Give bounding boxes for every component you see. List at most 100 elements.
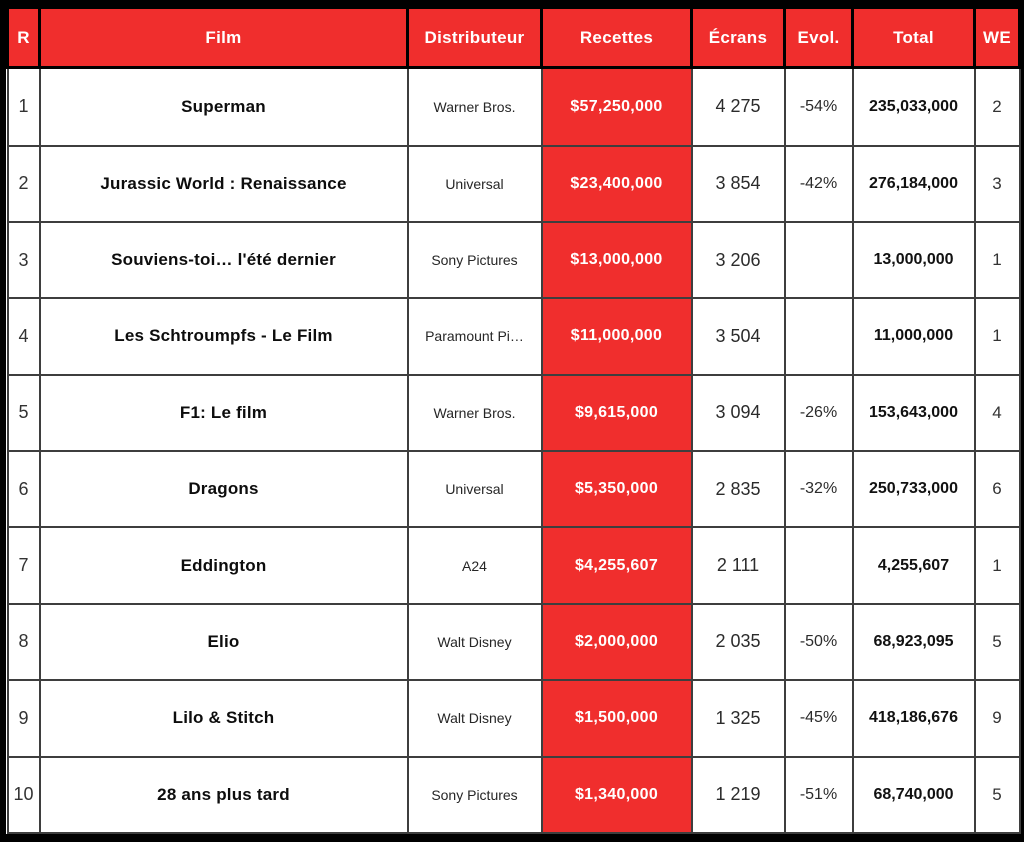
column-header-distributor: Distributeur (406, 6, 543, 69)
cell-film: Lilo & Stitch (38, 679, 409, 758)
cell-receipts: $23,400,000 (540, 144, 693, 223)
cell-weekend: 1 (973, 297, 1021, 376)
cell-evolution: -51% (783, 755, 854, 835)
cell-rank: 2 (6, 144, 41, 223)
cell-distributor: Walt Disney (406, 679, 543, 758)
cell-evolution: -42% (783, 144, 854, 223)
table-row: 5 F1: Le film Warner Bros. $9,615,000 3 094-… (6, 373, 1021, 453)
cell-screens: 2 835 (690, 450, 786, 529)
cell-distributor: Warner Bros. (406, 66, 543, 147)
cell-total: 250,733,000 (851, 450, 976, 529)
cell-receipts: $1,340,000 (540, 755, 693, 835)
cell-weekend: 1 (973, 526, 1021, 605)
table-row: 1 Superman Warner Bros. $57,250,000 4 275 -54… (6, 66, 1021, 147)
table-row: 6 Dragons Universal $5,350,000 2 835 -32% 250,… (6, 450, 1021, 529)
cell-evolution: -50% (783, 602, 854, 682)
cell-rank: 10 (6, 755, 41, 835)
cell-distributor: Sony Pictures (406, 220, 543, 300)
cell-distributor: Universal (406, 450, 543, 529)
cell-weekend: 9 (973, 679, 1021, 758)
cell-evolution: -54% (783, 66, 854, 147)
column-header-film: Film (38, 6, 409, 69)
cell-weekend: 5 (973, 755, 1021, 835)
cell-film: F1: Le film (38, 373, 409, 453)
cell-distributor: Universal (406, 144, 543, 223)
cell-weekend: 3 (973, 144, 1021, 223)
cell-rank: 9 (6, 679, 41, 758)
cell-total: 13,000,000 (851, 220, 976, 300)
column-header-evolution: Evol. (783, 6, 854, 69)
cell-film: 28 ans plus tard (38, 755, 409, 835)
cell-film: Eddington (38, 526, 409, 605)
cell-rank: 4 (6, 297, 41, 376)
box-office-table: R Film Distributeur Recettes Écrans Evol. Tota… (6, 6, 1021, 835)
cell-evolution: -26% (783, 373, 854, 453)
cell-total: 68,740,000 (851, 755, 976, 835)
column-header-rank: R (6, 6, 41, 69)
table-row: 10 28 ans plus tard Sony Pictures $1,340,00… (6, 755, 1021, 835)
cell-rank: 6 (6, 450, 41, 529)
table-body: 1 Superman Warner Bros. $57,250,000 4 275 -54… (6, 66, 1021, 835)
cell-film: Souviens-toi… l'été dernier (38, 220, 409, 300)
cell-rank: 7 (6, 526, 41, 605)
table-row: 8 Elio Walt Disney $2,000,000 2 035 -50% 68,92… (6, 602, 1021, 682)
cell-total: 68,923,095 (851, 602, 976, 682)
cell-rank: 5 (6, 373, 41, 453)
cell-weekend: 2 (973, 66, 1021, 147)
cell-screens: 2 035 (690, 602, 786, 682)
cell-receipts: $5,350,000 (540, 450, 693, 529)
cell-distributor: Walt Disney (406, 602, 543, 682)
cell-screens: 3 094 (690, 373, 786, 453)
column-header-total: Total (851, 6, 976, 69)
column-header-screens: Écrans (690, 6, 786, 69)
column-header-weekend: WE (973, 6, 1021, 69)
cell-receipts: $4,255,607 (540, 526, 693, 605)
cell-total: 276,184,000 (851, 144, 976, 223)
table-row: 9 Lilo & Stitch Walt Disney $1,500,000 1 325… (6, 679, 1021, 758)
cell-screens: 3 854 (690, 144, 786, 223)
cell-evolution: -45% (783, 679, 854, 758)
cell-distributor: Paramount Pi… (406, 297, 543, 376)
cell-screens: 3 504 (690, 297, 786, 376)
cell-distributor: Warner Bros. (406, 373, 543, 453)
header-row: R Film Distributeur Recettes Écrans Evol. Tota… (6, 6, 1021, 69)
cell-receipts: $11,000,000 (540, 297, 693, 376)
cell-weekend: 6 (973, 450, 1021, 529)
cell-weekend: 1 (973, 220, 1021, 300)
cell-total: 153,643,000 (851, 373, 976, 453)
table-row: 2 Jurassic World : Renaissance Universal $2… (6, 144, 1021, 223)
cell-film: Elio (38, 602, 409, 682)
cell-film: Superman (38, 66, 409, 147)
table-row: 4 Les Schtroumpfs - Le Film Paramount Pi… $… (6, 297, 1021, 376)
cell-receipts: $13,000,000 (540, 220, 693, 300)
cell-screens: 2 111 (690, 526, 786, 605)
cell-screens: 4 275 (690, 66, 786, 147)
cell-screens: 1 219 (690, 755, 786, 835)
cell-receipts: $2,000,000 (540, 602, 693, 682)
cell-rank: 3 (6, 220, 41, 300)
table-row: 7 Eddington A24 $4,255,607 2 111 4,255,607 1 (6, 526, 1021, 605)
cell-evolution (783, 526, 854, 605)
cell-distributor: A24 (406, 526, 543, 605)
cell-weekend: 5 (973, 602, 1021, 682)
cell-receipts: $9,615,000 (540, 373, 693, 453)
cell-total: 235,033,000 (851, 66, 976, 147)
cell-film: Jurassic World : Renaissance (38, 144, 409, 223)
cell-film: Les Schtroumpfs - Le Film (38, 297, 409, 376)
cell-receipts: $57,250,000 (540, 66, 693, 147)
cell-weekend: 4 (973, 373, 1021, 453)
cell-rank: 1 (6, 66, 41, 147)
cell-screens: 3 206 (690, 220, 786, 300)
cell-film: Dragons (38, 450, 409, 529)
cell-total: 4,255,607 (851, 526, 976, 605)
cell-evolution (783, 220, 854, 300)
cell-rank: 8 (6, 602, 41, 682)
cell-evolution: -32% (783, 450, 854, 529)
cell-receipts: $1,500,000 (540, 679, 693, 758)
cell-total: 418,186,676 (851, 679, 976, 758)
cell-distributor: Sony Pictures (406, 755, 543, 835)
cell-evolution (783, 297, 854, 376)
cell-screens: 1 325 (690, 679, 786, 758)
cell-total: 11,000,000 (851, 297, 976, 376)
